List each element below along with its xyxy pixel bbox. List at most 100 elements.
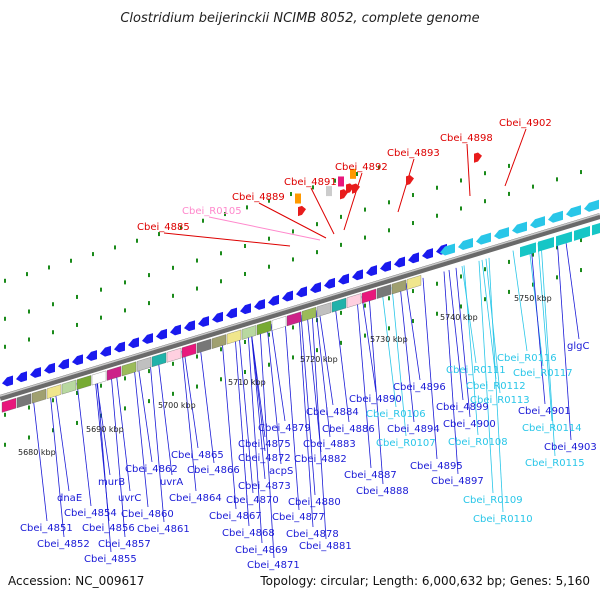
rna-gene-arrow [548,210,563,223]
leader-line [306,313,322,453]
track-dot [4,278,6,283]
gene-block [16,393,32,409]
leader-line [368,294,384,485]
leader-line [284,319,300,511]
scale-tick-label: 5680 kbp [18,448,56,457]
track-dot [148,369,150,374]
track-dot [100,287,102,292]
scale-tick-label: 5740 kbp [440,313,478,322]
gene-label: Cbei_4895 [410,461,463,472]
track-dot [124,280,126,285]
leader-line [300,314,316,496]
track-dot [4,442,6,447]
leader-line [163,232,291,247]
leader-line [361,296,377,393]
gene-label: Cbei_4898 [440,133,493,144]
gene-label: Cbei_4902 [499,118,552,129]
track-dot [28,435,30,440]
gene-block [361,288,377,304]
gene-labels: Cbei_4885 Cbei_R0105 Cbei_4889 Cbei_4891 Cbe… [20,118,597,571]
leader-line [247,330,263,544]
gene-arrow [142,333,153,344]
gene-label: Cbei_R0115 [525,458,585,469]
gene-arrow [380,260,391,272]
gene-arrow [254,299,265,310]
track-dot [436,281,438,286]
leader-line [157,358,173,476]
gene-block [326,186,332,197]
gene-block [406,275,422,290]
gene-block [196,338,212,354]
track-dot [196,384,198,389]
gene-arrow [198,316,209,327]
leader-line [234,334,250,527]
track-dot [202,218,204,223]
gene-label: Cbei_4887 [344,470,397,481]
track-dot [460,178,462,183]
scale-tick-label: 5730 kbp [370,335,408,344]
gene-arrow [422,248,433,259]
track-dot [100,315,102,320]
gene-arrow [58,358,69,370]
track-dot [244,243,246,248]
track-dot [556,177,558,182]
highlighted-gene-arrow [352,183,360,194]
track-dot [220,251,222,256]
gene-label: Cbei_4881 [299,541,352,552]
gene-label: Cbei_4890 [349,394,402,405]
track-dot [100,383,102,388]
gene-label: Cbei_4884 [306,407,359,418]
track-dot [148,273,150,278]
track-dot [224,212,226,217]
leader-line [199,345,215,464]
gene-label: Cbei_4892 [335,162,388,173]
gene-label: Cbei_4893 [387,148,440,159]
track-dot [460,206,462,211]
scale-tick-label: 5710 kbp [228,378,266,387]
track-dot [556,245,558,250]
track-dot [388,326,390,331]
leader-line [334,304,350,423]
gene-block [136,356,152,372]
gene-label: Cbei_4880 [288,497,341,508]
track-dot [292,355,294,360]
gene-arrow [72,354,83,366]
leader-lines [32,128,580,559]
gene-label: Cbei_4885 [137,222,190,233]
track-dot [316,348,318,353]
leader-line [488,257,504,513]
track-dot [52,302,54,307]
track-dot [364,333,366,338]
track-dot [580,170,582,175]
gene-block [520,242,536,258]
gene-block [350,168,356,179]
scale-tick-label: 5750 kbp [514,294,552,303]
gene-label: Cbei_4901 [518,406,571,417]
gene-arrow [30,367,41,378]
gene-label: Cbei_4891 [284,177,337,188]
gene-label: Cbei_R0109 [463,495,523,506]
gene-label: Cbei_4861 [137,524,190,535]
track-dot [172,361,174,366]
gene-label: Cbei_R0114 [522,423,582,434]
leader-line [405,282,421,381]
gene-label: Cbei_4879 [258,423,311,434]
track-dot [508,191,510,196]
scale-tick-label: 5720 kbp [300,355,338,364]
gene-block [338,176,344,187]
track-dot [4,316,6,321]
scale-tick-label: 5690 kbp [86,425,124,434]
rna-gene-arrow [494,227,509,240]
track-dot [196,354,198,359]
gene-label: Cbei_4889 [232,192,285,203]
track-dot [244,339,246,344]
leader-line [481,259,497,380]
track-dot [312,185,314,190]
rna-gene-arrow [440,243,455,256]
gene-arrow [86,350,97,361]
gene-label: Cbei_R0113 [470,395,530,406]
leader-line [397,158,415,213]
rna-gene-arrow [512,221,527,234]
gene-label: Cbei_R0107 [376,438,436,449]
